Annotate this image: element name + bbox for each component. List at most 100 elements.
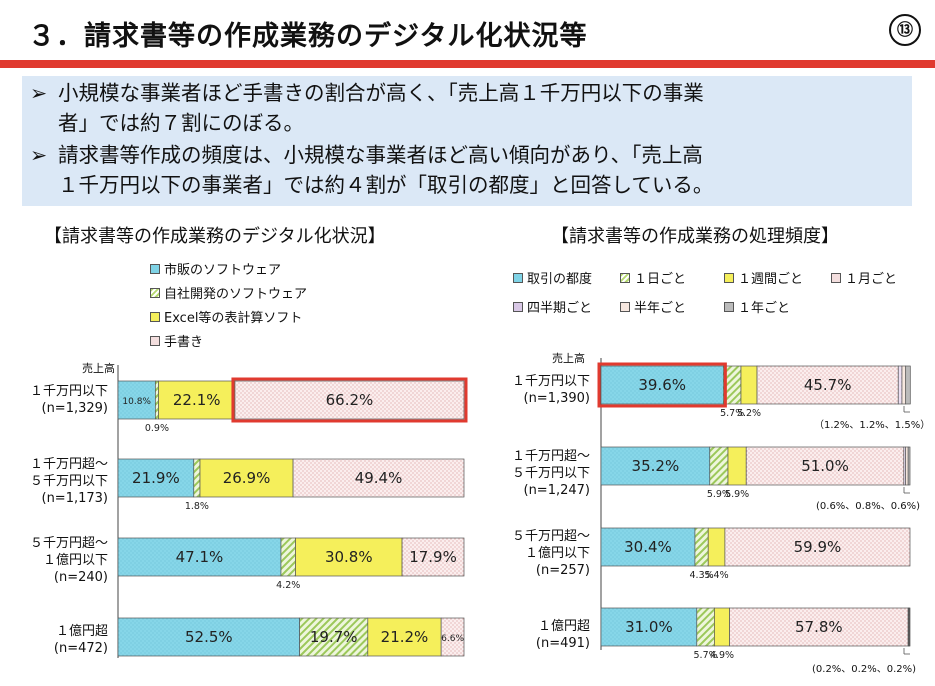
row-label-line: １千万円超～ [511, 449, 590, 464]
data-label: 35.2% [632, 457, 680, 475]
legend-label: 自社開発のソフトウェア [164, 287, 308, 302]
data-label: 5.7% [720, 408, 744, 419]
legend-label: 手書き [164, 335, 204, 350]
legend-item: 四半期ごと [513, 297, 592, 316]
bullet-text: 者」では約７割にのぼる。 [58, 111, 304, 135]
data-label: 47.1% [176, 548, 224, 566]
legend-swatch [150, 263, 160, 274]
highlight-box [231, 377, 468, 423]
highlight-box [597, 362, 727, 408]
legend-swatch [513, 301, 523, 312]
data-label: 10.8% [122, 397, 151, 407]
bar-segment [707, 527, 726, 567]
bar-segment [295, 537, 403, 577]
data-label: 5.9% [725, 489, 749, 500]
legend-swatch [513, 272, 523, 283]
bar-segment [193, 458, 201, 498]
summary-bullet-1: ➢ 小規模な事業者ほど手書きの割合が高く、「売上高１千万円以下の事業 者」では約７… [30, 78, 704, 138]
title-divider [0, 60, 935, 68]
legend-item: Excel等の表計算ソフト [150, 307, 302, 326]
bar-segment [709, 446, 729, 486]
row-label-line: １億円超 [55, 624, 108, 639]
legend-label: １週間ごと [738, 272, 804, 287]
row-label-line: １千万円超～ [29, 457, 108, 472]
data-label: 30.4% [624, 538, 672, 556]
data-label: 5.2% [737, 408, 761, 419]
data-label: 5.9% [707, 489, 731, 500]
bar-segment [600, 607, 698, 647]
row-label-line: １億円以下 [524, 546, 590, 561]
legend-item: １週間ごと [724, 268, 803, 287]
data-label: 30.8% [325, 548, 373, 566]
row-label-line: １億円超 [537, 619, 590, 634]
bar-segment [909, 607, 911, 647]
row-label: １億円超 (n=491) [480, 618, 590, 652]
bar-segment [401, 537, 465, 577]
legend-swatch [620, 272, 630, 283]
row-label-n: (n=472) [53, 641, 108, 656]
data-label: 17.9% [409, 548, 457, 566]
tail-annotation: （1.2%、1.2%、1.5%） [814, 420, 931, 431]
bar-segment [714, 607, 730, 647]
legend-swatch [831, 272, 841, 283]
data-label: 4.9% [710, 650, 734, 661]
data-label: 6.6% [441, 634, 464, 644]
legend-swatch [724, 272, 734, 283]
row-label-line: ５千万円超～ [29, 536, 108, 551]
data-label: 52.5% [185, 628, 233, 646]
tail-annotation: (0.6%、0.8%、0.6%) [816, 501, 921, 512]
legend-label: 四半期ごと [527, 301, 593, 316]
legend-item: 半年ごと [620, 297, 686, 316]
bar-segment [727, 446, 747, 486]
summary-bullet-2: ➢ 請求書等作成の頻度は、小規模な事業者ほど高い傾向があり、「売上高 １千万円以下… [30, 140, 713, 200]
bar-segment [299, 617, 369, 657]
bar-segment [745, 446, 905, 486]
bar-segment [117, 617, 300, 657]
legend-swatch [150, 335, 160, 346]
data-label: 39.6% [638, 376, 686, 394]
data-label: 22.1% [173, 391, 221, 409]
page-title: ３．請求書等の作成業務のデジタル化状況等 [28, 21, 588, 52]
bar-segment [600, 365, 724, 405]
bar-segment [907, 446, 911, 486]
legend-item: 自社開発のソフトウェア [150, 283, 307, 302]
data-label: 26.9% [223, 469, 271, 487]
row-label: １千万円超～ ５千万円以下 (n=1,173) [0, 456, 108, 507]
bar-segment [199, 458, 294, 498]
bar-segment [901, 365, 907, 405]
bar-segment [696, 607, 715, 647]
legend-label: 取引の都度 [527, 272, 593, 287]
data-label: 51.0% [801, 457, 849, 475]
row-label-line: ５千万円超～ [511, 529, 590, 544]
row-label: １億円超 (n=472) [0, 623, 108, 657]
bar-segment [905, 446, 909, 486]
row-label-line: ５千万円以下 [511, 466, 590, 481]
axis-label-left: 売上高 [82, 362, 115, 375]
bar-segment [155, 380, 159, 420]
bullet-text: 請求書等作成の頻度は、小規模な事業者ほど高い傾向があり、「売上高 [58, 143, 703, 167]
chart-title-frequency: 【請求書等の作成業務の処理頻度】 [551, 226, 839, 247]
legend-swatch [620, 301, 630, 312]
legend-item: １日ごと [620, 268, 686, 287]
row-label-n: (n=1,247) [523, 483, 591, 498]
bullet-arrow-icon: ➢ [30, 143, 48, 167]
data-label: 1.8% [185, 501, 209, 512]
row-label-n: (n=240) [53, 570, 108, 585]
data-label: 45.7% [804, 376, 852, 394]
data-label: 21.9% [132, 469, 180, 487]
data-label: 5.4% [704, 570, 728, 581]
bar-segment [897, 365, 903, 405]
summary-box: ➢ 小規模な事業者ほど手書きの割合が高く、「売上高１千万円以下の事業 者」では約７… [22, 76, 912, 206]
legend-item: 市販のソフトウェア [150, 259, 281, 278]
data-label: 59.9% [794, 538, 842, 556]
bar-segment [234, 380, 465, 420]
legend-label: 市販のソフトウェア [164, 263, 282, 278]
data-label: 5.7% [694, 650, 718, 661]
row-label-line: １億円以下 [42, 553, 108, 568]
legend-swatch [150, 287, 160, 298]
bar-segment [117, 458, 195, 498]
legend-item: １年ごと [724, 297, 790, 316]
row-label-n: (n=1,173) [41, 491, 109, 506]
data-label: 0.9% [145, 423, 169, 434]
